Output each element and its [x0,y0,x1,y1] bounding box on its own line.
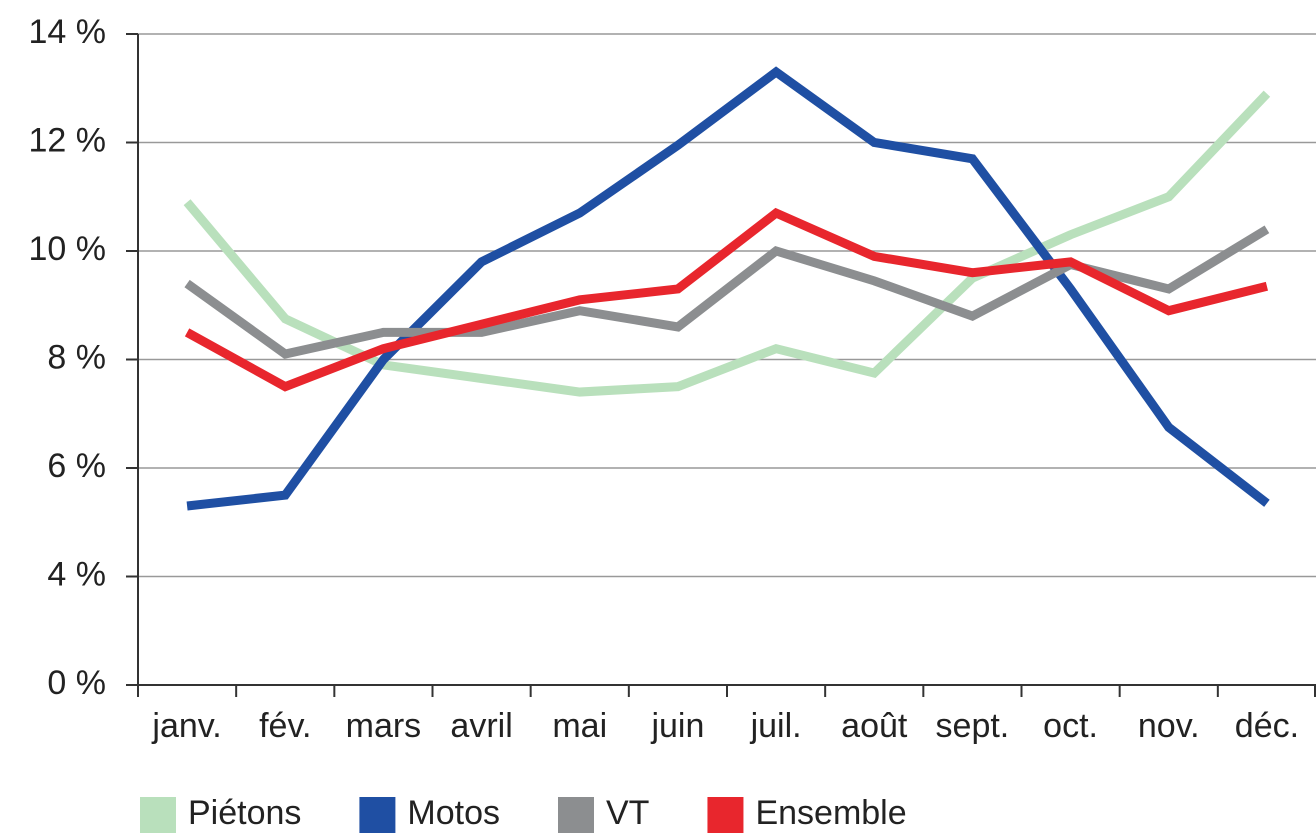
x-tick-label: déc. [1235,707,1299,745]
x-tick-label: nov. [1138,707,1200,745]
y-tick-label: 10 % [29,230,107,268]
y-tick-label: 4 % [47,555,106,593]
legend-swatch [359,797,396,833]
legend-label: Motos [407,794,500,832]
legend-label: Piétons [188,794,301,832]
x-tick-label: oct. [1043,707,1098,745]
y-tick-label: 0 % [47,664,106,702]
legend-swatch [707,797,744,833]
legend-swatch [140,797,176,833]
legend-label: Ensemble [755,794,906,832]
y-tick-label: 12 % [29,121,107,159]
x-tick-label: juin [650,707,704,745]
legend-label: VT [606,794,649,832]
y-tick-label: 14 % [29,13,107,51]
y-tick-label: 8 % [47,338,106,376]
x-tick-label: mai [552,707,607,745]
x-tick-label: juil. [750,707,802,745]
legend-swatch [558,797,594,833]
x-tick-label: août [841,707,908,745]
series-line [183,90,1271,397]
x-tick-label: sept. [936,707,1010,745]
x-tick-label: avril [450,707,512,745]
y-tick-label: 6 % [47,447,106,485]
x-tick-label: mars [346,707,422,745]
x-tick-label: janv. [151,707,221,745]
series-line [186,66,1270,511]
x-tick-label: fév. [259,707,311,745]
series-line [184,207,1269,392]
